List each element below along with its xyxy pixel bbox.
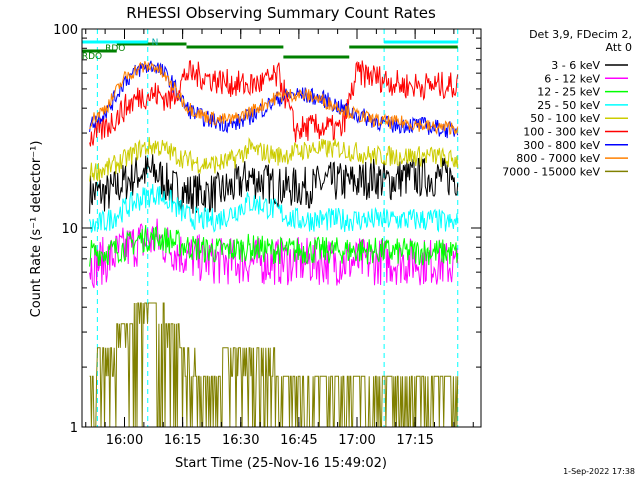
series-line-8 — [89, 61, 459, 135]
y-tick-label: 10 — [61, 222, 78, 237]
y-tick-label: 1 — [70, 421, 78, 436]
x-axis-label: Start Time (25-Nov-16 15:49:02) — [175, 456, 387, 471]
legend-label: 6 - 12 keV — [544, 72, 600, 85]
legend-label: 3 - 6 keV — [551, 59, 600, 72]
legend-label: 50 - 100 keV — [530, 112, 600, 125]
legend-label: 800 - 7000 keV — [516, 152, 600, 165]
legend-label: 25 - 50 keV — [537, 99, 600, 112]
y-tick-label: 100 — [53, 23, 78, 38]
x-tick-label: 17:15 — [396, 433, 433, 448]
series-line-2 — [89, 218, 459, 289]
x-tick-label: 17:00 — [338, 433, 375, 448]
flag-label: N — [152, 38, 159, 48]
x-tick-label: 16:00 — [106, 433, 143, 448]
series-line-4 — [89, 183, 459, 233]
legend-header-line2: Att 0 — [606, 41, 632, 54]
legend-label: 12 - 25 keV — [537, 86, 600, 99]
series-line-3 — [89, 224, 459, 267]
series-line-9 — [89, 302, 459, 428]
legend-label: 100 - 300 keV — [523, 126, 600, 139]
y-axis-label: Count Rate (s⁻¹ detector⁻¹) — [29, 141, 44, 318]
footer-timestamp: 1-Sep-2022 17:38 — [563, 467, 635, 476]
x-tick-label: 16:15 — [164, 433, 201, 448]
legend-header-line1: Det 3,9, FDecim 2, — [529, 28, 632, 41]
flag-label: RDO — [82, 52, 102, 62]
legend-label: 7000 - 15000 keV — [502, 165, 600, 178]
series-line-5 — [89, 137, 459, 182]
x-tick-label: 16:45 — [280, 433, 317, 448]
legend-label: 300 - 800 keV — [523, 139, 600, 152]
plot-frame — [81, 28, 482, 428]
flag-label: RDO — [105, 44, 125, 54]
chart-title: RHESSI Observing Summary Count Rates — [126, 4, 436, 22]
series-line-6 — [89, 60, 459, 147]
x-tick-label: 16:30 — [222, 433, 259, 448]
